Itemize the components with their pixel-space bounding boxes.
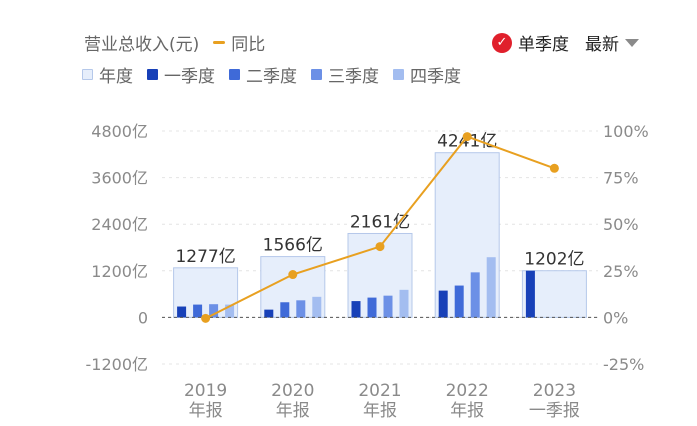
quarter-bar	[470, 272, 480, 318]
yoy-point	[549, 163, 559, 173]
quarter-bar	[383, 295, 393, 318]
y-right-tick-label: 25%	[603, 262, 639, 281]
legend-q1-label: 一季度	[164, 67, 215, 87]
chart-header: 营业总收入(元) 同比 ✓ 单季度 最新 年度 一季度 二季度 三	[0, 0, 697, 100]
quarter-bar	[209, 304, 219, 318]
x-tick-sublabel: 年报	[189, 401, 223, 421]
x-tick-label: 2021	[358, 381, 401, 401]
caret-down-icon	[625, 38, 639, 47]
y-right-tick-label: 100%	[603, 122, 649, 141]
top-legend: 营业总收入(元) 同比	[84, 30, 265, 55]
q3-swatch	[311, 69, 322, 80]
series-legend: 年度 一季度 二季度 三季度 四季度	[82, 62, 461, 87]
y-right-tick-label: -25%	[603, 355, 644, 374]
annual-bar	[434, 152, 500, 318]
y-left-tick-label: 4800亿	[91, 122, 148, 141]
y-left-tick-label: 2400亿	[91, 215, 148, 234]
latest-label: 最新	[585, 35, 619, 55]
yoy-point	[462, 132, 472, 142]
annual-value-label: 4241亿	[437, 132, 497, 152]
q1-swatch	[147, 69, 158, 80]
quarter-bar	[225, 304, 235, 318]
legend-q4[interactable]: 四季度	[393, 62, 461, 87]
y-left-tick-label: 0	[138, 308, 148, 327]
quarter-bar	[367, 297, 377, 318]
legend-annual[interactable]: 年度	[82, 62, 133, 87]
legend-q1[interactable]: 一季度	[147, 62, 215, 87]
quarter-bar	[296, 300, 306, 318]
y-left-tick-label: 1200亿	[91, 262, 148, 281]
yoy-legend-item[interactable]: 同比	[213, 30, 265, 55]
annual-value-label: 2161亿	[350, 212, 410, 232]
quarter-bar	[312, 296, 322, 318]
yoy-point	[375, 242, 385, 252]
x-tick-sublabel: 年报	[276, 401, 310, 421]
quarter-bar	[177, 306, 187, 318]
legend-q3[interactable]: 三季度	[311, 62, 379, 87]
annual-swatch	[82, 69, 93, 80]
quarter-bar	[193, 304, 203, 318]
legend-q3-label: 三季度	[328, 67, 379, 87]
quarter-bar	[525, 270, 535, 318]
latest-dropdown[interactable]: 最新	[585, 30, 639, 55]
y-right-tick-label: 0%	[603, 308, 628, 327]
x-tick-label: 2023	[533, 381, 576, 401]
y-left-tick-label: -1200亿	[86, 355, 149, 374]
legend-q2[interactable]: 二季度	[229, 62, 297, 87]
yoy-legend-label: 同比	[231, 35, 266, 55]
y-left-tick-label: 3600亿	[91, 169, 148, 188]
legend-annual-label: 年度	[99, 67, 133, 87]
quarter-bar	[486, 257, 496, 318]
legend-q4-label: 四季度	[410, 67, 461, 87]
x-tick-sublabel: 年报	[450, 401, 484, 421]
x-tick-sublabel: 一季报	[529, 401, 580, 421]
yoy-point	[201, 313, 211, 323]
yoy-line-swatch	[213, 41, 226, 44]
quarter-bar	[438, 290, 448, 318]
quarter-bar	[264, 309, 274, 318]
single-quarter-label: 单季度	[518, 35, 569, 55]
chart-controls: ✓ 单季度 最新	[492, 30, 639, 55]
quarter-bar	[454, 285, 464, 318]
x-tick-label: 2020	[271, 381, 314, 401]
y-right-tick-label: 50%	[603, 215, 639, 234]
x-tick-label: 2019	[184, 381, 227, 401]
annual-value-label: 1566亿	[263, 236, 323, 256]
quarter-bar	[280, 302, 290, 318]
quarter-bar	[399, 289, 409, 318]
yoy-point	[288, 270, 298, 280]
x-tick-sublabel: 年报	[363, 401, 397, 421]
x-tick-label: 2022	[446, 381, 489, 401]
annual-value-label: 1277亿	[175, 247, 235, 267]
revenue-label: 营业总收入(元)	[84, 35, 200, 55]
check-icon: ✓	[492, 32, 512, 53]
single-quarter-toggle[interactable]: ✓ 单季度	[492, 30, 569, 55]
legend-q2-label: 二季度	[246, 67, 297, 87]
annual-value-label: 1202亿	[524, 250, 584, 270]
q4-swatch	[393, 69, 404, 80]
quarter-bar	[351, 301, 361, 318]
q2-swatch	[229, 69, 240, 80]
y-right-tick-label: 75%	[603, 169, 639, 188]
